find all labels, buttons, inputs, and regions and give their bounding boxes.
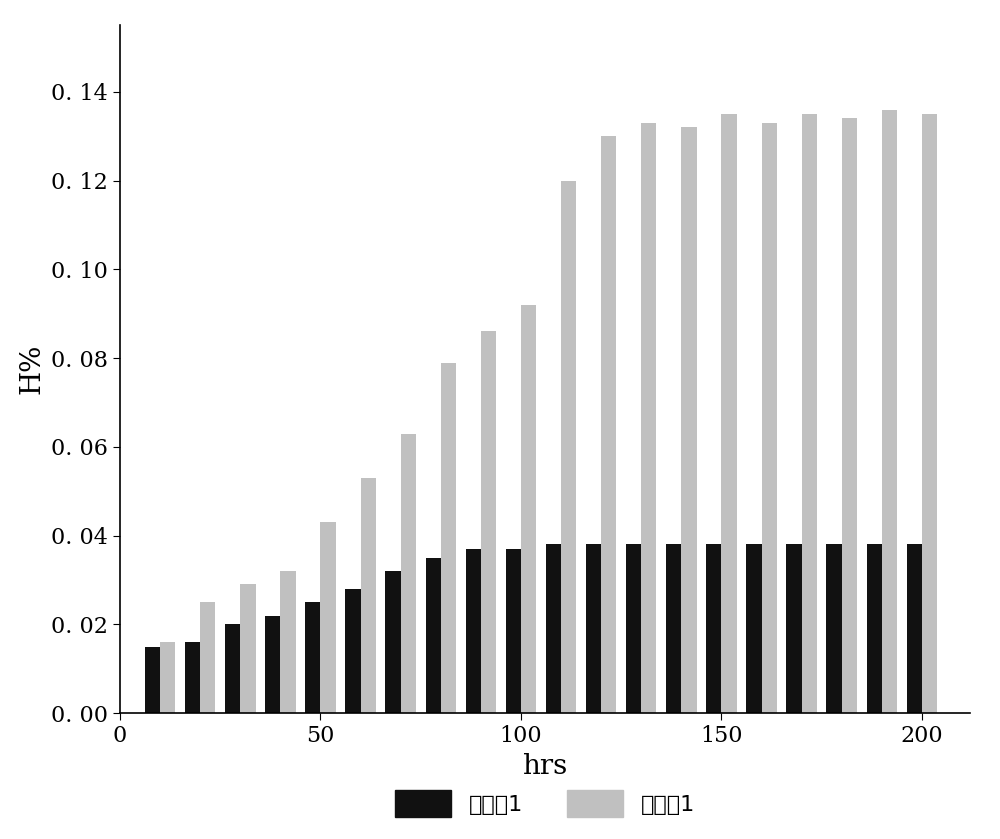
Bar bbox=[441, 362, 456, 713]
Bar bbox=[721, 114, 737, 713]
Bar bbox=[626, 545, 641, 713]
Bar bbox=[546, 545, 561, 713]
Bar bbox=[641, 122, 656, 713]
Bar bbox=[867, 545, 882, 713]
Bar bbox=[706, 545, 721, 713]
Bar bbox=[481, 331, 496, 713]
Bar bbox=[160, 642, 175, 713]
Bar bbox=[225, 624, 240, 713]
Bar bbox=[426, 558, 441, 713]
Bar bbox=[240, 585, 256, 713]
Bar bbox=[601, 136, 616, 713]
Y-axis label: H%: H% bbox=[19, 344, 46, 394]
Bar bbox=[506, 549, 521, 713]
Bar bbox=[280, 571, 296, 713]
Bar bbox=[320, 523, 336, 713]
Bar bbox=[922, 114, 937, 713]
Bar bbox=[200, 602, 215, 713]
Bar bbox=[882, 110, 897, 713]
Bar bbox=[361, 478, 376, 713]
Bar bbox=[826, 545, 842, 713]
Bar bbox=[586, 545, 601, 713]
Bar bbox=[681, 128, 697, 713]
Bar bbox=[185, 642, 200, 713]
Bar bbox=[786, 545, 802, 713]
Bar bbox=[305, 602, 320, 713]
Bar bbox=[401, 434, 416, 713]
Bar bbox=[466, 549, 481, 713]
Bar bbox=[666, 545, 681, 713]
X-axis label: hrs: hrs bbox=[522, 753, 568, 779]
Bar bbox=[145, 647, 160, 713]
Bar bbox=[561, 180, 576, 713]
Bar bbox=[345, 589, 361, 713]
Bar bbox=[762, 122, 777, 713]
Bar bbox=[385, 571, 401, 713]
Bar bbox=[521, 305, 536, 713]
Bar bbox=[802, 114, 817, 713]
Bar bbox=[842, 118, 857, 713]
Bar bbox=[907, 545, 922, 713]
Bar bbox=[746, 545, 762, 713]
Legend: 实施例1, 对比例1: 实施例1, 对比例1 bbox=[386, 781, 704, 826]
Bar bbox=[265, 616, 280, 713]
